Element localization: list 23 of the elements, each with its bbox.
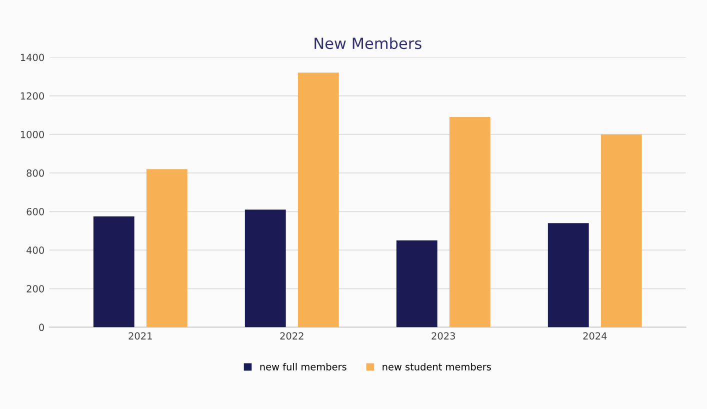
bar	[93, 216, 134, 328]
y-tick-label: 200	[26, 285, 44, 292]
y-tick-label: 1200	[20, 92, 44, 100]
y-tick-label: 800	[26, 169, 44, 177]
bar	[244, 210, 286, 328]
bar	[298, 72, 339, 328]
x-tick-label: 2022	[280, 332, 304, 340]
chart-title: New Members	[314, 37, 422, 50]
y-tick-label: 400	[26, 246, 44, 254]
bar	[449, 117, 490, 328]
bar	[600, 134, 642, 328]
x-tick-label: 2023	[432, 332, 455, 340]
y-tick-label: 600	[26, 208, 44, 216]
legend-label: new full members	[260, 362, 346, 370]
x-tick-label: 2024	[583, 332, 607, 340]
bar	[146, 169, 188, 328]
y-tick-label: 1400	[20, 54, 44, 62]
bar	[548, 223, 589, 328]
x-tick-label: 2021	[128, 332, 152, 340]
y-tick-label: 1000	[20, 130, 44, 138]
y-tick-label: 0	[39, 324, 44, 332]
bar	[396, 240, 438, 328]
legend-label: new student members	[382, 362, 491, 370]
